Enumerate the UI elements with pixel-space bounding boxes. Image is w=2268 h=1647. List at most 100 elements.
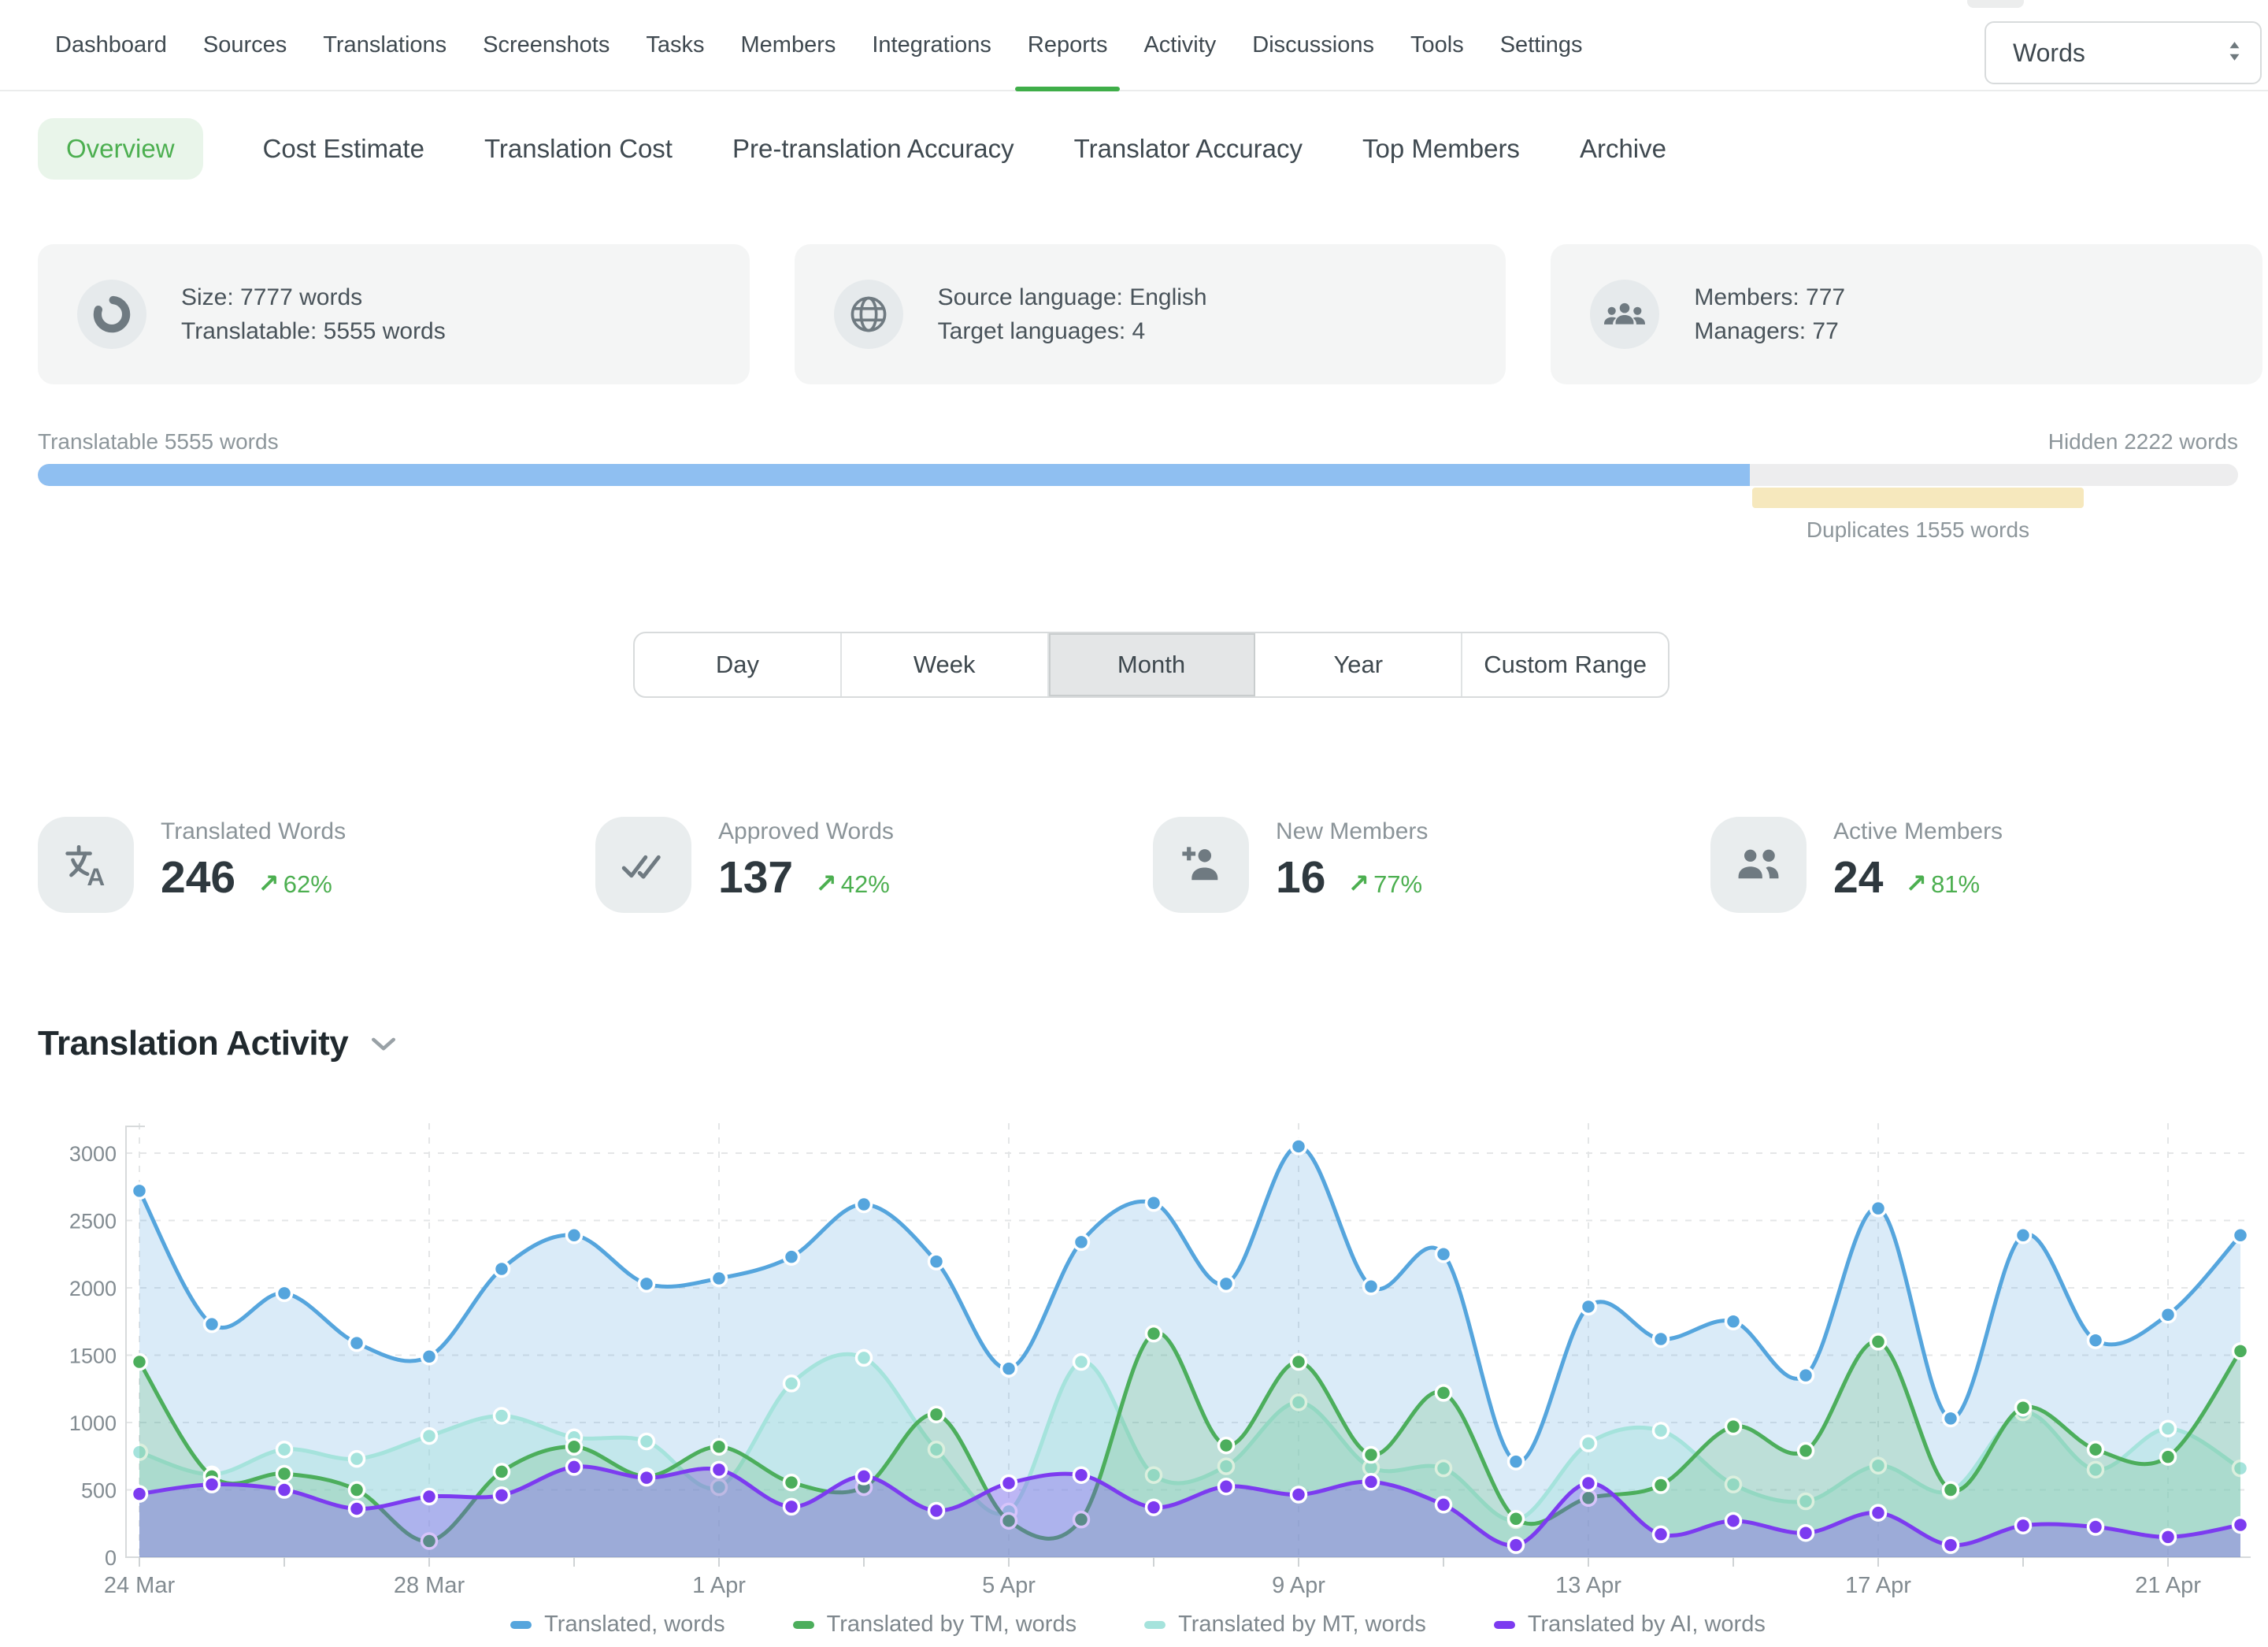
stat-label: Translated Words	[161, 818, 346, 845]
summary-card-line: Managers: 77	[1694, 314, 1845, 348]
svg-text:28 Mar: 28 Mar	[394, 1573, 465, 1598]
summary-card-line: Source language: English	[938, 280, 1207, 314]
svg-text:0: 0	[105, 1546, 117, 1570]
summary-card-line: Members: 777	[1694, 280, 1845, 314]
nav-item-integrations[interactable]: Integrations	[872, 0, 991, 90]
chart-title: Translation Activity	[38, 1024, 348, 1063]
legend-swatch	[793, 1621, 814, 1629]
stat-delta-value: 77%	[1373, 870, 1422, 899]
svg-text:500: 500	[81, 1479, 117, 1503]
range-tab-custom-range[interactable]: Custom Range	[1462, 633, 1668, 696]
svg-text:13 Apr: 13 Apr	[1555, 1573, 1621, 1598]
svg-text:A: A	[87, 862, 105, 891]
range-tab-month[interactable]: Month	[1049, 633, 1256, 696]
range-tab-year[interactable]: Year	[1255, 633, 1462, 696]
stat-value: 246	[161, 851, 235, 903]
legend-item-translated-words[interactable]: Translated, words	[510, 1612, 724, 1638]
stat-label: New Members	[1276, 818, 1428, 845]
legend-swatch	[510, 1621, 532, 1629]
stat-value-row: 16 ↗77%	[1276, 851, 1428, 903]
range-tab-week[interactable]: Week	[842, 633, 1049, 696]
stat-delta: ↗42%	[815, 868, 890, 899]
nav-item-discussions[interactable]: Discussions	[1252, 0, 1374, 90]
svg-text:1000: 1000	[69, 1411, 117, 1435]
legend-label: Translated by MT, words	[1178, 1612, 1426, 1638]
stat-body: Active Members 24↗81%	[1833, 817, 2003, 913]
legend-item-translated-by-ai-words[interactable]: Translated by AI, words	[1494, 1612, 1766, 1638]
stat-value: 16	[1276, 851, 1325, 903]
translatable-progress-bar	[38, 464, 2238, 486]
stat-value-row: 137 ↗42%	[718, 851, 894, 903]
stat-body: Translated Words 246 ↗62%	[161, 817, 346, 913]
words-progress: Translatable 5555 words Hidden 2222 word…	[38, 429, 2238, 508]
double-check-icon	[595, 817, 691, 913]
trend-up-icon: ↗	[1905, 868, 1927, 899]
chevron-down-icon[interactable]	[370, 1036, 397, 1052]
stat-label: Active Members	[1833, 818, 2003, 845]
svg-text:1500: 1500	[69, 1345, 117, 1368]
unit-select[interactable]: Words	[1984, 21, 2262, 84]
nav-item-reports[interactable]: Reports	[1028, 0, 1108, 90]
summary-card: Size: 7777 wordsTranslatable: 5555 words	[38, 244, 750, 384]
subnav-item-top-members[interactable]: Top Members	[1362, 134, 1520, 164]
stat-delta-value: 81%	[1931, 870, 1980, 899]
summary-card-line: Target languages: 4	[938, 314, 1207, 348]
subnav-item-translator-accuracy[interactable]: Translator Accuracy	[1074, 134, 1303, 164]
nav-item-settings[interactable]: Settings	[1500, 0, 1583, 90]
duplicates-label: Duplicates 1555 words	[1752, 517, 2085, 543]
translatable-progress-fill	[38, 464, 1750, 486]
trend-up-icon: ↗	[258, 868, 280, 899]
stat-delta-value: 62%	[284, 870, 332, 899]
stat-delta: ↗62%	[258, 868, 332, 899]
nav-item-members[interactable]: Members	[741, 0, 836, 90]
globe-icon	[834, 280, 903, 349]
legend-label: Translated by AI, words	[1528, 1612, 1766, 1638]
svg-text:2500: 2500	[69, 1210, 117, 1233]
nav-item-tools[interactable]: Tools	[1410, 0, 1464, 90]
stat-new-members: New Members 16 ↗77%	[1153, 817, 1710, 913]
subnav-item-pre-translation-accuracy[interactable]: Pre-translation Accuracy	[732, 134, 1014, 164]
svg-text:2000: 2000	[69, 1277, 117, 1300]
nav-item-sources[interactable]: Sources	[203, 0, 287, 90]
translation-activity-chart: 05001000150020002500300024 Mar28 Mar1 Ap…	[0, 1087, 2268, 1607]
subnav-item-archive[interactable]: Archive	[1580, 134, 1666, 164]
summary-card: Members: 777Managers: 77	[1551, 244, 2262, 384]
svg-text:17 Apr: 17 Apr	[1845, 1573, 1911, 1598]
legend-label: Translated, words	[544, 1612, 724, 1638]
range-tab-day[interactable]: Day	[635, 633, 842, 696]
svg-text:21 Apr: 21 Apr	[2135, 1573, 2201, 1598]
person-add-icon	[1153, 817, 1249, 913]
summary-card-text: Source language: EnglishTarget languages…	[938, 280, 1207, 348]
summary-card-line: Translatable: 5555 words	[181, 314, 446, 348]
stat-value-row: 246 ↗62%	[161, 851, 346, 903]
top-navigation: Dashboard Sources Translations Screenshots T…	[0, 0, 2268, 91]
summary-card: Source language: EnglishTarget languages…	[795, 244, 1506, 384]
nav-item-tasks[interactable]: Tasks	[646, 0, 704, 90]
stat-value-row: 24↗81%	[1833, 851, 2003, 903]
nav-item-translations[interactable]: Translations	[323, 0, 447, 90]
nav-item-activity[interactable]: Activity	[1143, 0, 1216, 90]
translatable-label: Translatable 5555 words	[38, 429, 279, 454]
svg-text:3000: 3000	[69, 1142, 117, 1166]
legend-item-translated-by-tm-words[interactable]: Translated by TM, words	[793, 1612, 1077, 1638]
subnav-item-translation-cost[interactable]: Translation Cost	[484, 134, 673, 164]
subnav-item-overview[interactable]: Overview	[38, 118, 203, 180]
svg-text:5 Apr: 5 Apr	[982, 1573, 1036, 1598]
trend-up-icon: ↗	[815, 868, 837, 899]
select-caret-icon	[2228, 39, 2241, 68]
svg-text:1 Apr: 1 Apr	[692, 1573, 746, 1598]
legend-swatch	[1494, 1621, 1515, 1629]
stat-translated-words: A Translated Words 246 ↗62%	[38, 817, 595, 913]
nav-item-screenshots[interactable]: Screenshots	[483, 0, 610, 90]
donut-icon	[77, 280, 146, 349]
subnav-item-cost-estimate[interactable]: Cost Estimate	[263, 134, 424, 164]
trend-up-icon: ↗	[1347, 868, 1369, 899]
summary-card-line: Size: 7777 words	[181, 280, 446, 314]
date-range-tabs: DayWeekMonthYearCustom Range	[633, 632, 1670, 698]
legend-item-translated-by-mt-words[interactable]: Translated by MT, words	[1144, 1612, 1426, 1638]
stat-delta-value: 42%	[841, 870, 890, 899]
stat-value: 137	[718, 851, 793, 903]
summary-card-text: Members: 777Managers: 77	[1694, 280, 1845, 348]
svg-text:9 Apr: 9 Apr	[1272, 1573, 1325, 1598]
nav-item-dashboard[interactable]: Dashboard	[55, 0, 167, 90]
